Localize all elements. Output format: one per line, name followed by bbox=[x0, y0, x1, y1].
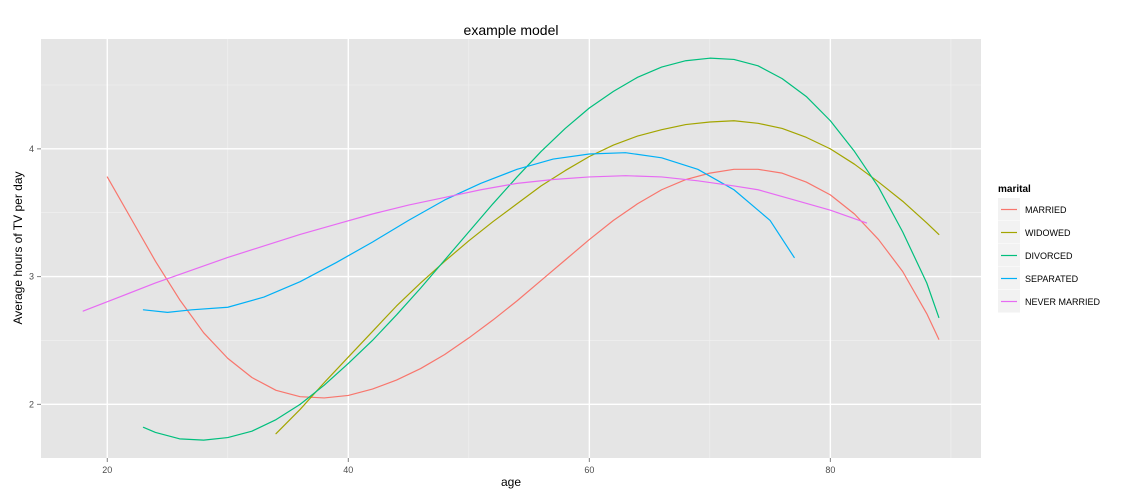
legend: marital MARRIED WIDOWED DIVORCED SEPARATED N… bbox=[998, 184, 1101, 313]
legend-title: marital bbox=[998, 184, 1031, 195]
legend-label-widowed: WIDOWED bbox=[1025, 228, 1071, 238]
legend-label-divorced: DIVORCED bbox=[1025, 251, 1073, 261]
x-axis-label: age bbox=[501, 475, 521, 489]
x-tick-label: 40 bbox=[343, 465, 353, 475]
legend-label-separated: SEPARATED bbox=[1025, 274, 1079, 284]
y-tick-label: 2 bbox=[29, 399, 34, 409]
series-line-separated bbox=[142, 152, 795, 313]
series-lines bbox=[82, 57, 940, 441]
x-tick-label: 80 bbox=[825, 465, 835, 475]
series-line-never-married bbox=[82, 175, 868, 312]
x-tick-label: 60 bbox=[584, 465, 594, 475]
y-tick-label: 4 bbox=[29, 144, 34, 154]
series-line-married bbox=[106, 168, 940, 399]
y-axis-label: Average hours of TV per day bbox=[11, 172, 25, 325]
chart-title: example model bbox=[464, 22, 559, 38]
axis-ticks: 20 40 60 80 2 3 4 bbox=[29, 144, 835, 475]
x-tick-label: 20 bbox=[102, 465, 112, 475]
series-line-widowed bbox=[275, 120, 940, 435]
legend-items: MARRIED WIDOWED DIVORCED SEPARATED NEVER MAR… bbox=[998, 198, 1101, 313]
grid-lines bbox=[41, 39, 981, 458]
y-tick-label: 3 bbox=[29, 272, 34, 282]
series-line-divorced bbox=[142, 57, 940, 441]
plot-background bbox=[41, 39, 981, 458]
legend-label-never-married: NEVER MARRIED bbox=[1025, 297, 1101, 307]
legend-label-married: MARRIED bbox=[1025, 205, 1067, 215]
